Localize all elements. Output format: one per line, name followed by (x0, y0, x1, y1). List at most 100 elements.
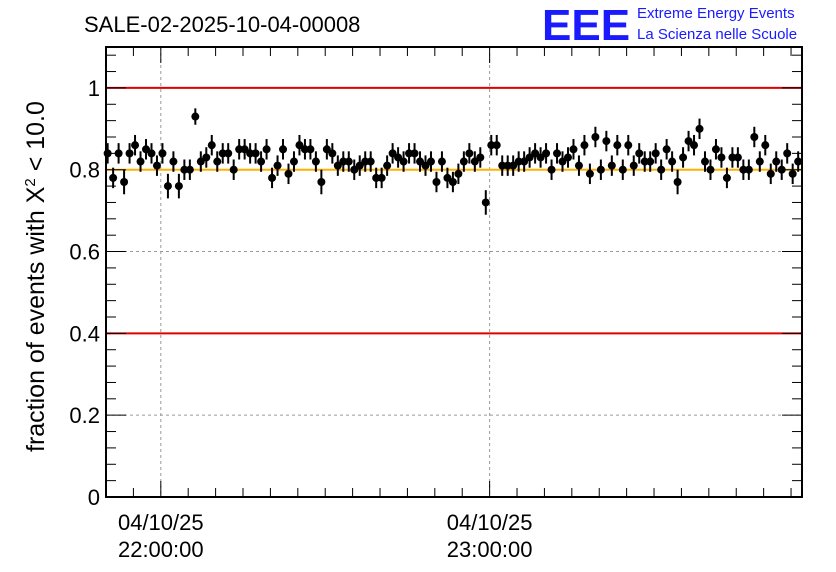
data-point (602, 137, 611, 146)
data-point (574, 161, 583, 170)
data-point (542, 149, 551, 158)
data-point (169, 157, 178, 166)
data-point (339, 157, 348, 166)
data-point (416, 157, 425, 166)
y-axis-label: fraction of events with X2 < 10.0 (22, 101, 50, 452)
data-point (114, 149, 123, 158)
data-point (514, 157, 523, 166)
data-point (240, 145, 249, 154)
x-tick-label-date: 04/10/25 (118, 510, 204, 535)
data-point (196, 157, 205, 166)
data-point (772, 157, 781, 166)
data-point (383, 161, 392, 170)
data-point (476, 153, 485, 162)
data-point (629, 161, 638, 170)
y-tick-label: 0.4 (69, 321, 100, 346)
chart-title: SALE-02-2025-10-04-00008 (84, 12, 360, 37)
data-point (487, 141, 496, 150)
data-point (410, 149, 419, 158)
data-point (147, 149, 156, 158)
data-point (596, 165, 605, 174)
data-point (377, 173, 386, 182)
data-point (761, 141, 770, 150)
data-point (361, 157, 370, 166)
data-point (224, 149, 233, 158)
data-point (257, 157, 266, 166)
data-point (295, 141, 304, 150)
data-point (136, 157, 145, 166)
logo-mark: EEE (542, 1, 630, 50)
data-point (509, 161, 518, 170)
data-point (213, 157, 222, 166)
data-point (788, 169, 797, 178)
data-point (700, 157, 709, 166)
data-point (520, 157, 529, 166)
y-tick-label: 0.2 (69, 403, 100, 428)
data-point (366, 157, 375, 166)
data-point (229, 165, 238, 174)
data-points (103, 108, 803, 215)
data-point (744, 165, 753, 174)
data-point (558, 157, 567, 166)
data-point (613, 141, 622, 150)
data-point (109, 173, 118, 182)
data-point (317, 178, 326, 186)
data-point (711, 145, 720, 154)
data-point (563, 153, 572, 162)
data-point (492, 141, 501, 150)
data-point (207, 141, 216, 150)
data-point (794, 157, 803, 166)
data-point (662, 145, 671, 154)
data-point (448, 178, 457, 186)
data-point (728, 153, 737, 162)
x-tick-label-time: 23:00:00 (447, 537, 533, 562)
data-point (185, 165, 194, 174)
data-point (690, 141, 699, 150)
data-point (163, 182, 172, 191)
data-point (783, 149, 792, 158)
data-point (580, 141, 589, 150)
data-point (344, 157, 353, 166)
data-point (191, 112, 200, 121)
data-point (766, 169, 775, 178)
data-point (268, 173, 277, 182)
data-point (618, 165, 627, 174)
data-point (432, 178, 441, 186)
data-point (706, 165, 715, 174)
data-point (777, 165, 786, 174)
data-point (443, 173, 452, 182)
y-tick-label: 0.6 (69, 240, 100, 265)
data-point (235, 145, 244, 154)
data-point (158, 149, 167, 158)
data-point (328, 149, 337, 158)
logo-line-1: Extreme Energy Events (637, 5, 795, 22)
data-point (142, 145, 151, 154)
data-point (273, 161, 282, 170)
data-point (300, 145, 309, 154)
data-point (739, 165, 748, 174)
data-point (421, 161, 430, 170)
data-point (640, 157, 649, 166)
data-point (284, 169, 293, 178)
x-tick-label-date: 04/10/25 (447, 510, 533, 535)
data-point (569, 145, 578, 154)
data-point (279, 145, 288, 154)
data-point (465, 149, 474, 158)
data-point (218, 149, 227, 158)
data-point (481, 198, 490, 207)
data-point (668, 157, 677, 166)
data-point (553, 149, 562, 158)
data-point (289, 157, 298, 166)
y-tick-label: 0.8 (69, 158, 100, 183)
data-point (322, 145, 331, 154)
data-point (624, 141, 633, 150)
data-point (673, 178, 682, 186)
data-point (251, 149, 260, 158)
data-point (470, 157, 479, 166)
data-point (131, 141, 140, 150)
data-point (536, 153, 545, 162)
data-point (180, 165, 189, 174)
logo-line-2: La Scienza nelle Scuole (637, 26, 797, 43)
data-point (684, 137, 693, 146)
